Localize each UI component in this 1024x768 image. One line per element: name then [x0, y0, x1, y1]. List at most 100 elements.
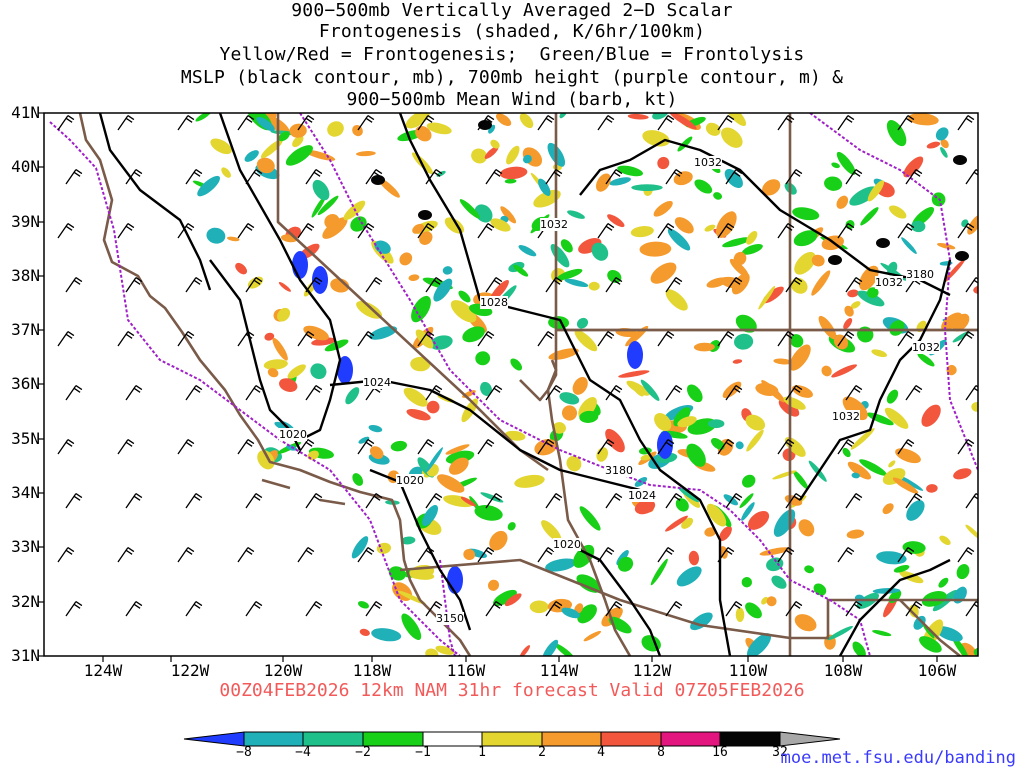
shading-cell: [836, 151, 856, 175]
shading-cell: [345, 387, 360, 405]
shading-cell: [706, 503, 727, 527]
shading-cell: [847, 289, 859, 298]
wind-barb: [957, 223, 975, 239]
wind-barb: [477, 115, 495, 131]
wind-barb: [237, 439, 255, 455]
shading-cell: [888, 460, 896, 468]
wind-barb: [57, 331, 75, 347]
shading-cell: [722, 237, 751, 248]
shading-cell: [902, 541, 926, 554]
svg-text:1032: 1032: [832, 410, 860, 423]
shading-cell: [842, 447, 851, 458]
lon-label: 120W: [263, 661, 303, 680]
wind-barb: [245, 277, 263, 293]
wind-barb: [425, 169, 443, 185]
shading-cell: [324, 214, 340, 229]
shading-cell: [943, 258, 966, 283]
shading-cell: [426, 122, 452, 135]
shading-cell: [272, 337, 288, 361]
svg-text:1024: 1024: [363, 376, 391, 389]
wind-barb: [125, 601, 143, 617]
mslp-label: 1024: [363, 376, 391, 389]
wind-barb: [717, 115, 735, 131]
colorbar-segment-4-8: [600, 731, 662, 747]
wind-barb: [545, 493, 563, 509]
wind-barb: [305, 385, 323, 401]
shading-cell: [761, 596, 769, 605]
shading-cell: [876, 551, 907, 565]
shading-cell: [327, 121, 344, 137]
shading-cell: [694, 179, 713, 194]
shading-cell: [609, 177, 631, 186]
wind-barb: [365, 601, 383, 617]
mexico-border: [399, 558, 978, 640]
shading-cell: [719, 525, 732, 542]
shading-cell: [708, 419, 725, 429]
shading-cell: [463, 548, 476, 561]
contour-labels: 1032 1032 1028 1024 1020 1020 1024 1020 …: [279, 156, 940, 625]
shading-cell: [627, 113, 649, 120]
shading-cell: [510, 358, 523, 371]
height-contours: [49, 113, 978, 656]
shading-cell: [725, 113, 747, 127]
shading-cell: [919, 636, 942, 653]
shading-cell: [936, 626, 963, 642]
shading-cell: [794, 614, 817, 632]
shading-cell: [462, 326, 485, 343]
wind-barb: [657, 439, 675, 455]
wind-barb: [905, 169, 923, 185]
shading-cell: [693, 342, 715, 352]
shading-cell: [889, 205, 907, 219]
shading-cell: [579, 410, 599, 423]
shading-cell: [935, 127, 949, 141]
shading-cell: [886, 120, 907, 147]
wind-barb: [965, 601, 978, 617]
wind-barb: [485, 493, 503, 509]
shading-cell: [640, 379, 660, 401]
wind-barb: [297, 331, 315, 347]
shading-cell: [766, 596, 777, 607]
shading-cell: [376, 542, 392, 554]
shading-cell: [542, 639, 559, 656]
shading-cell: [304, 149, 336, 161]
wind-barb: [65, 385, 83, 401]
colorbar-segment-8-16: [660, 731, 721, 747]
wind-barb: [57, 547, 75, 563]
shading-cell: [458, 290, 471, 303]
wind-barb: [365, 493, 383, 509]
shading-cell: [653, 200, 673, 217]
wind-barb: [545, 277, 563, 293]
shading-cell: [317, 195, 339, 216]
shading-cell: [311, 195, 326, 218]
wind-barb: [65, 493, 83, 509]
wind-barb: [117, 439, 135, 455]
lon-label: 116W: [446, 661, 486, 680]
lat-label: 33N: [11, 537, 40, 556]
shading-cell: [390, 440, 408, 452]
wind-barb: [597, 547, 615, 563]
wind-barb: [605, 601, 623, 617]
wind-barb: [177, 439, 195, 455]
shading-cell: [893, 565, 910, 573]
shading-cell: [630, 226, 654, 238]
lat-label: 32N: [11, 592, 40, 611]
mslp-contour-1024: [218, 113, 342, 442]
wind-barb: [785, 601, 803, 617]
mslp-contour-1020-south: [369, 468, 472, 631]
shading-cell: [405, 113, 430, 129]
credit-link[interactable]: moe.met.fsu.edu/banding: [780, 748, 1016, 768]
wind-barb: [657, 331, 675, 347]
lat-label: 31N: [11, 646, 40, 665]
shading-cell: [871, 349, 888, 358]
wind-barb: [845, 385, 863, 401]
shading-cell: [397, 590, 426, 605]
mslp-contour-1020-east: [559, 538, 662, 656]
shading-cell: [561, 405, 578, 421]
svg-text:1032: 1032: [875, 276, 903, 289]
colorbar: [183, 731, 841, 747]
mslp-contour-1032-east: [799, 259, 952, 501]
shading-cell: [445, 444, 470, 455]
shading-cell: [913, 615, 926, 630]
wind-barb: [785, 277, 803, 293]
wind-barb: [485, 169, 503, 185]
